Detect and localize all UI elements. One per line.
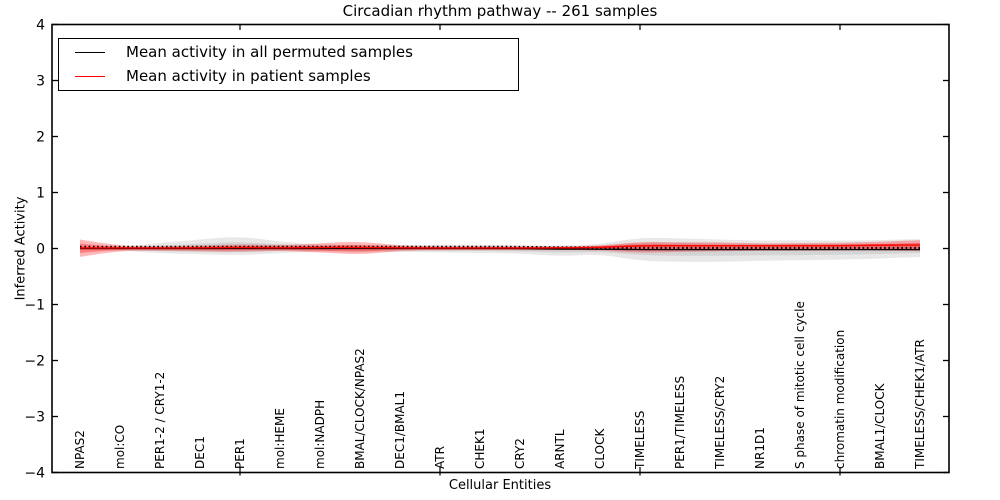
y-tick-label: −2 [24, 354, 45, 370]
x-axis-entity-label: chromatin modification [833, 330, 847, 469]
x-axis-entity-label: TIMELESS [633, 411, 647, 470]
y-tick-label: −1 [24, 298, 45, 314]
x-axis-entity-label: PER1 [233, 438, 247, 469]
x-axis-entity-label: ATR [433, 446, 447, 469]
x-axis-label: Cellular Entities [448, 478, 552, 493]
y-tick-label: 3 [36, 74, 45, 90]
x-axis-entity-label: NPAS2 [73, 430, 87, 469]
y-tick-label: 1 [36, 186, 45, 202]
x-axis-entity-label: NR1D1 [753, 427, 767, 469]
band-permuted_spread_outer [80, 237, 920, 262]
y-tick-label: −4 [24, 466, 45, 482]
x-axis-entity-label: S phase of mitotic cell cycle [793, 301, 807, 469]
x-axis-entity-label: mol:NADPH [313, 400, 327, 469]
x-axis-entity-label: mol:HEME [273, 408, 287, 469]
x-axis-entity-label: PER1/TIMELESS [673, 376, 687, 469]
y-axis-label: Inferred Activity [13, 196, 29, 301]
x-axis-entity-label: BMAL1/CLOCK [873, 382, 887, 469]
patient_mean-line [79, 244, 920, 249]
legend-item-permuted: Mean activity in all permuted samples [59, 40, 518, 65]
x-axis-entity-label: CRY2 [513, 438, 527, 469]
x-axis-entity-label: TIMELESS/CRY2 [713, 376, 727, 470]
x-axis-entity-label: ARNTL [553, 429, 567, 469]
permuted-sample-markers [80, 245, 920, 250]
x-axis-entity-label: PER1-2 / CRY1-2 [153, 372, 167, 469]
y-tick-label: −3 [24, 410, 45, 426]
x-axis-entity-label: TIMELESS/CHEK1/ATR [913, 339, 927, 470]
legend-label-permuted: Mean activity in all permuted samples [126, 42, 413, 61]
legend-line-permuted-icon [75, 51, 105, 53]
y-tick-label: 4 [36, 18, 45, 34]
x-axis-entity-label: DEC1 [193, 436, 207, 469]
y-tick-label: 2 [36, 130, 45, 146]
legend: Mean activity in all permuted samples Me… [58, 38, 519, 91]
x-axis-entity-label: mol:CO [113, 425, 127, 469]
legend-label-patient: Mean activity in patient samples [126, 67, 371, 86]
x-axis-entity-label: CHEK1 [473, 429, 487, 470]
x-axis-entity-label: CLOCK [593, 428, 607, 469]
x-axis-entity-label: BMAL/CLOCK/NPAS2 [353, 348, 367, 469]
chart-title: Circadian rhythm pathway -- 261 samples [342, 2, 658, 20]
legend-line-patient-icon [75, 76, 105, 78]
x-axis-entity-label: DEC1/BMAL1 [393, 391, 407, 469]
legend-item-patient: Mean activity in patient samples [59, 65, 518, 90]
y-tick-label: 0 [36, 242, 45, 258]
